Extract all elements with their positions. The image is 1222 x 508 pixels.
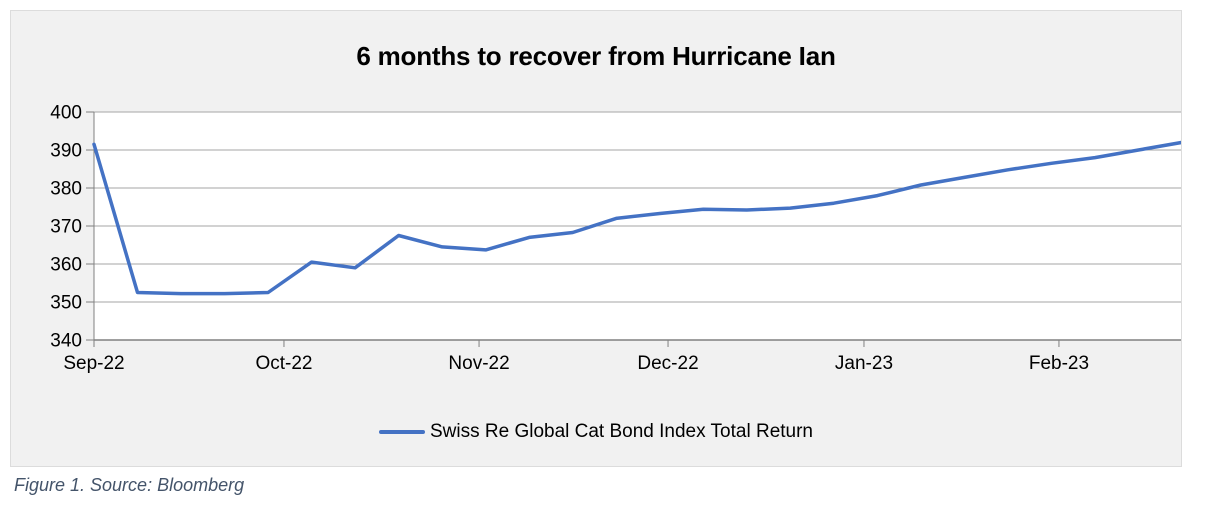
y-axis-tick-label: 360 [50,255,82,276]
legend-line-swatch [378,430,425,434]
x-axis-tick-label: Nov-22 [448,353,509,374]
y-axis-tick-label: 400 [50,103,82,124]
x-axis-tick-label: Oct-22 [255,353,312,374]
y-axis-tick-label: 350 [50,293,82,314]
y-axis-tick-label: 380 [50,179,82,200]
y-axis-tick-label: 390 [50,141,82,162]
line-chart-plot: 340 350 360 370 380 390 400 Sep-22 Oct-22 Nov-22 D… [50,103,1181,374]
y-axis-tick-label: 370 [50,217,82,238]
series-line [92,140,1181,296]
chart-legend: Swiss Re Global Cat Bond Index Total Ret… [11,421,1181,443]
x-axis-tick-label: Jan-23 [835,353,893,374]
chart-container: 6 months to recover from Hurricane Ian 3… [10,10,1182,467]
chart-title: 6 months to recover from Hurricane Ian [356,41,836,71]
legend-label: Swiss Re Global Cat Bond Index Total Ret… [429,421,813,442]
x-axis-tick-label: Dec-22 [637,353,698,374]
y-axis-tick-label: 340 [50,331,82,352]
figure-caption: Figure 1. Source: Bloomberg [14,475,245,495]
x-axis-tick-label: Sep-22 [63,353,124,374]
x-axis-tick-label: Feb-23 [1029,353,1089,374]
